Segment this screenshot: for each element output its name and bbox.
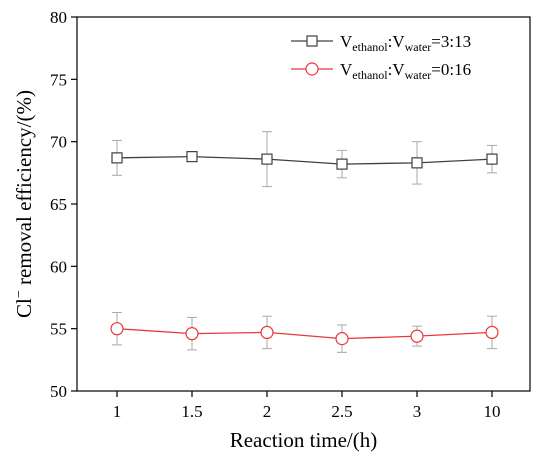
x-axis-title: Reaction time/(h): [230, 428, 378, 452]
legend-marker-2: [305, 62, 319, 76]
series-line: [116, 328, 493, 340]
y-axis-title: Cl− removal efficiency/(%): [12, 90, 36, 318]
data-point: [261, 153, 273, 165]
y-axis-title-superscript: −: [12, 290, 27, 298]
x-tick-label: 2.5: [331, 402, 352, 421]
y-tick-label: 70: [50, 133, 67, 152]
y-tick-label: 60: [50, 257, 67, 276]
y-axis-title-rest: removal efficiency/(%): [12, 90, 36, 290]
x-tick-label: 3: [413, 402, 422, 421]
legend-label-1: Vethanol:Vwater=3:13: [340, 32, 471, 54]
data-point: [410, 329, 424, 343]
legend-marker-1: [306, 35, 318, 47]
data-point: [335, 332, 349, 346]
legend: Vethanol:Vwater=3:13 Vethanol:Vwater=0:1…: [291, 32, 471, 82]
x-tick-label: 2: [263, 402, 272, 421]
y-tick-label: 80: [50, 8, 67, 27]
series-layer: [110, 131, 499, 353]
data-point: [260, 325, 274, 340]
y-tick-label: 75: [50, 70, 67, 89]
legend-entry-1: Vethanol:Vwater=3:13: [291, 32, 471, 54]
data-point: [336, 158, 348, 170]
legend-label-2: Vethanol:Vwater=0:16: [340, 60, 471, 82]
series-1: [111, 131, 498, 188]
series-line: [116, 155, 493, 165]
series-2: [110, 311, 499, 353]
y-tick-label: 50: [50, 382, 67, 401]
data-point: [110, 322, 124, 336]
y-tick-label: 65: [50, 195, 67, 214]
data-point: [185, 327, 199, 341]
y-axis: 50 55 60 65 70 75 80: [50, 8, 77, 401]
legend-entry-2: Vethanol:Vwater=0:16: [291, 60, 471, 82]
data-point: [111, 152, 123, 164]
x-axis: 1 1.5 2 2.5 3 10: [113, 391, 501, 421]
y-axis-title-main: Cl: [12, 298, 36, 318]
data-point: [485, 325, 499, 340]
y-tick-label: 55: [50, 320, 67, 339]
data-point: [186, 151, 198, 163]
x-tick-label: 1: [113, 402, 122, 421]
data-point: [486, 153, 498, 165]
x-tick-label: 1.5: [181, 402, 202, 421]
x-tick-label: 10: [484, 402, 501, 421]
data-point: [411, 157, 423, 169]
